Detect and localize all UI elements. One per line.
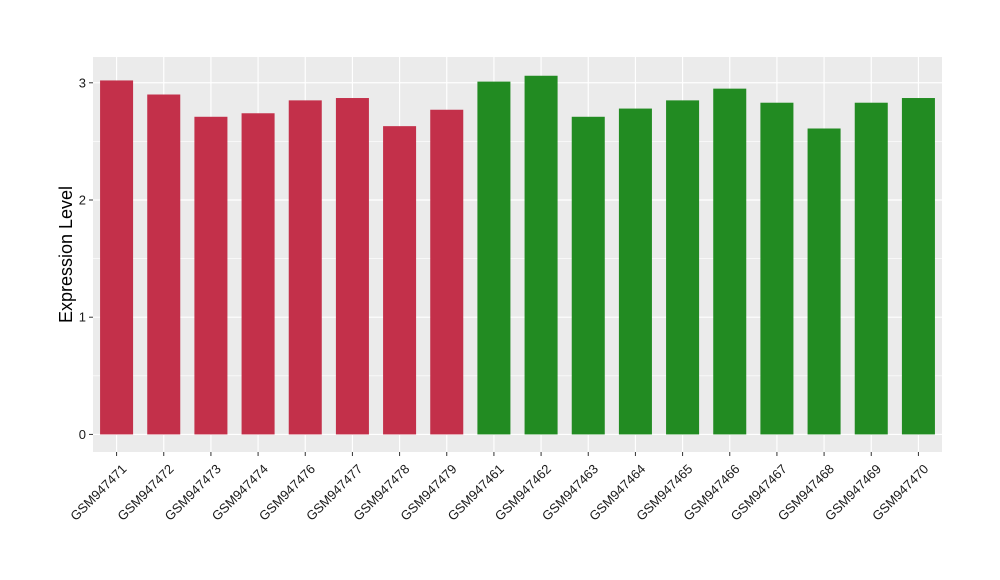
y-tick-label: 2: [79, 192, 86, 207]
y-tick-label: 0: [79, 427, 86, 442]
y-axis: 0 1 2 3: [79, 75, 93, 442]
x-axis: GSM947471GSM947472GSM947473GSM947474GSM9…: [67, 452, 931, 524]
bar-GSM947476: [288, 100, 322, 435]
y-tick-label: 3: [79, 75, 86, 90]
bar-GSM947462: [524, 75, 558, 435]
bar-GSM947478: [383, 126, 417, 435]
bars: [100, 75, 935, 435]
bar-GSM947464: [618, 108, 652, 435]
bar-GSM947477: [335, 98, 369, 435]
bar-GSM947468: [807, 128, 841, 435]
bar-GSM947466: [713, 88, 747, 435]
bar-GSM947469: [854, 102, 888, 435]
bar-GSM947467: [760, 102, 794, 435]
bar-GSM947471: [100, 80, 134, 435]
bar-GSM947472: [147, 94, 181, 435]
bar-GSM947465: [666, 100, 700, 435]
bar-GSM947470: [901, 98, 935, 435]
bar-GSM947473: [194, 116, 228, 435]
y-axis-title: Expression Level: [56, 186, 76, 323]
minor-gridlines: [93, 141, 942, 377]
bar-GSM947461: [477, 81, 511, 435]
bar-GSM947479: [430, 109, 464, 435]
bar-GSM947474: [241, 113, 275, 435]
y-tick-label: 1: [79, 310, 86, 325]
bar-GSM947463: [571, 116, 605, 435]
plot-panel: [93, 57, 942, 452]
